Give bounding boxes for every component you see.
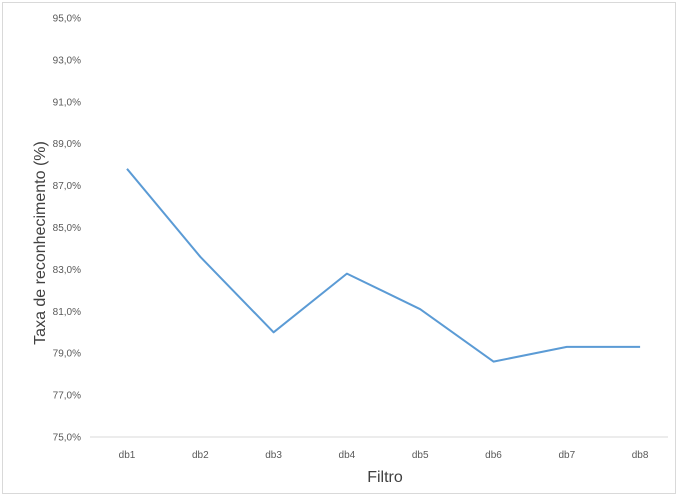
y-tick-label: 75,0% bbox=[53, 433, 81, 444]
x-axis-title: Filtro bbox=[367, 469, 403, 486]
y-tick-label: 95,0% bbox=[53, 14, 81, 25]
x-tick-label: db8 bbox=[632, 450, 649, 461]
y-tick-label: 83,0% bbox=[53, 265, 81, 276]
series-line bbox=[126, 168, 641, 363]
x-axis-ticks: db1 db2 db3 db4 db5 db6 db7 db8 bbox=[119, 450, 649, 461]
y-tick-label: 81,0% bbox=[53, 307, 81, 318]
x-tick-label: db2 bbox=[192, 450, 209, 461]
x-tick-label: db1 bbox=[119, 450, 136, 461]
y-tick-label: 85,0% bbox=[53, 223, 81, 234]
y-tick-label: 91,0% bbox=[53, 97, 81, 108]
y-tick-label: 93,0% bbox=[53, 55, 81, 66]
y-tick-label: 87,0% bbox=[53, 181, 81, 192]
y-tick-label: 89,0% bbox=[53, 139, 81, 150]
y-axis-ticks: 75,0% 77,0% 79,0% 81,0% 83,0% 85,0% 87,0% 89,0%… bbox=[53, 14, 81, 444]
y-axis-title: Taxa de reconhecimento (%) bbox=[32, 141, 49, 345]
y-tick-label: 79,0% bbox=[53, 349, 81, 360]
x-tick-label: db6 bbox=[485, 450, 502, 461]
x-tick-label: db5 bbox=[412, 450, 429, 461]
x-tick-label: db3 bbox=[265, 450, 282, 461]
x-tick-label: db4 bbox=[339, 450, 356, 461]
x-tick-label: db7 bbox=[558, 450, 575, 461]
y-tick-label: 77,0% bbox=[53, 391, 81, 402]
